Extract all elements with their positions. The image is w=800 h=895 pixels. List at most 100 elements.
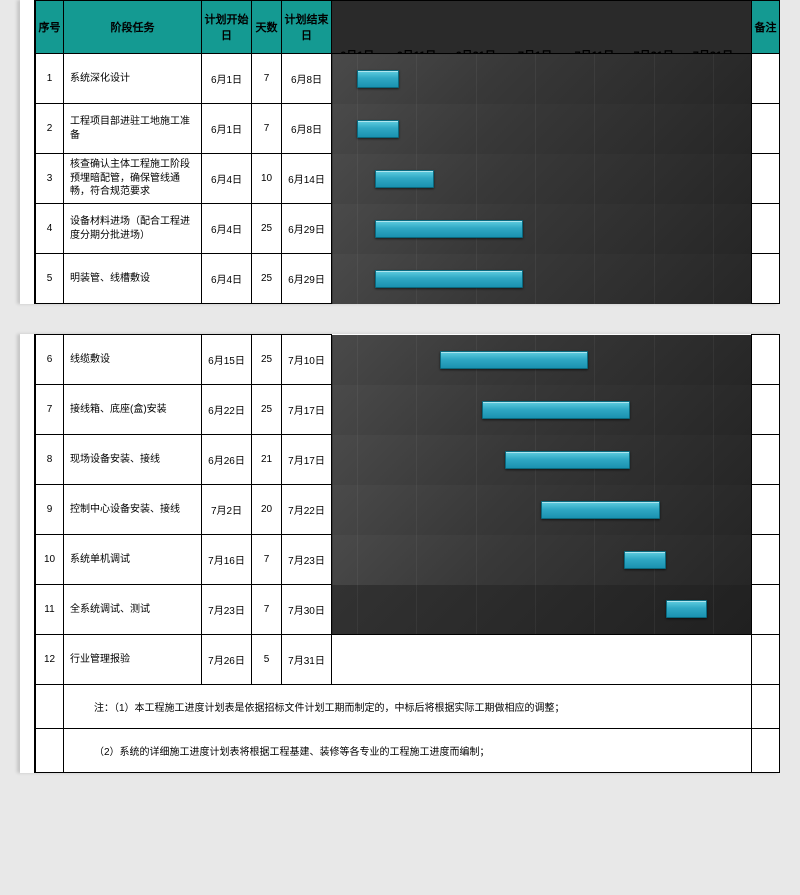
gantt-bar	[624, 551, 666, 569]
cell-days: 25	[252, 385, 282, 435]
cell-gantt	[332, 154, 752, 204]
table-row: 5明装管、线槽敷设6月4日256月29日	[36, 254, 780, 304]
footnote-text: 注：（1）本工程施工进度计划表是依据招标文件计划工期而制定的，中标后将根据实际工…	[64, 685, 752, 729]
table-row: 3核查确认主体工程施工阶段预埋暗配管，确保管线通畅，符合规范要求6月4日106月…	[36, 154, 780, 204]
cell-note	[752, 385, 780, 435]
cell-task: 行业管理报验	[64, 635, 202, 685]
cell-note	[752, 585, 780, 635]
cell-task: 线缆敷设	[64, 335, 202, 385]
cell-gantt	[332, 335, 752, 385]
cell-idx: 10	[36, 535, 64, 585]
cell-note	[752, 335, 780, 385]
cell-end: 6月8日	[282, 54, 332, 104]
gantt-body-2: 6线缆敷设6月15日257月10日7接线箱、底座(盒)安装6月22日257月17…	[36, 335, 780, 773]
gantt-bar	[541, 501, 660, 519]
table-row: 7接线箱、底座(盒)安装6月22日257月17日	[36, 385, 780, 435]
cell-idx: 4	[36, 204, 64, 254]
cell-days: 7	[252, 535, 282, 585]
footnote-empty	[36, 685, 64, 729]
cell-days: 20	[252, 485, 282, 535]
cell-start: 7月23日	[202, 585, 252, 635]
page-2: 6线缆敷设6月15日257月10日7接线箱、底座(盒)安装6月22日257月17…	[20, 334, 780, 773]
cell-end: 7月10日	[282, 335, 332, 385]
cell-end: 6月14日	[282, 154, 332, 204]
cell-end: 6月29日	[282, 204, 332, 254]
cell-start: 6月4日	[202, 254, 252, 304]
cell-gantt	[332, 104, 752, 154]
cell-idx: 12	[36, 635, 64, 685]
gantt-bar	[357, 70, 399, 88]
cell-idx: 6	[36, 335, 64, 385]
cell-days: 7	[252, 585, 282, 635]
cell-note	[752, 54, 780, 104]
header-row: 序号 阶段任务 计划开始日 天数 计划结束日 6月1日6月11日6月21日7月1…	[36, 1, 780, 54]
table-row: 8现场设备安装、接线6月26日217月17日	[36, 435, 780, 485]
table-row: 1系统深化设计6月1日76月8日	[36, 54, 780, 104]
footnote-empty	[752, 685, 780, 729]
cell-idx: 7	[36, 385, 64, 435]
footnote-empty	[36, 729, 64, 773]
hdr-end: 计划结束日	[282, 1, 332, 54]
cell-days: 25	[252, 335, 282, 385]
cell-task: 工程项目部进驻工地施工准备	[64, 104, 202, 154]
cell-end: 7月17日	[282, 385, 332, 435]
table-row: 10系统单机调试7月16日77月23日	[36, 535, 780, 585]
gantt-bar	[482, 401, 630, 419]
cell-note	[752, 535, 780, 585]
cell-days: 25	[252, 204, 282, 254]
gantt-table-2: 6线缆敷设6月15日257月10日7接线箱、底座(盒)安装6月22日257月17…	[35, 334, 780, 773]
cell-days: 21	[252, 435, 282, 485]
cell-note	[752, 104, 780, 154]
cell-task: 控制中心设备安装、接线	[64, 485, 202, 535]
table-row: 9控制中心设备安装、接线7月2日207月22日	[36, 485, 780, 535]
cell-end: 7月30日	[282, 585, 332, 635]
cell-start: 6月4日	[202, 154, 252, 204]
gantt-bar	[440, 351, 588, 369]
cell-idx: 2	[36, 104, 64, 154]
cell-gantt	[332, 385, 752, 435]
cell-gantt	[332, 535, 752, 585]
footnote-empty	[752, 729, 780, 773]
cell-days: 10	[252, 154, 282, 204]
cell-idx: 5	[36, 254, 64, 304]
cell-gantt	[332, 435, 752, 485]
gantt-bar	[357, 120, 399, 138]
cell-start: 7月2日	[202, 485, 252, 535]
cell-gantt	[332, 585, 752, 635]
cell-start: 6月1日	[202, 104, 252, 154]
table-row: 2工程项目部进驻工地施工准备6月1日76月8日	[36, 104, 780, 154]
cell-task: 接线箱、底座(盒)安装	[64, 385, 202, 435]
cell-start: 7月16日	[202, 535, 252, 585]
cell-end: 7月22日	[282, 485, 332, 535]
cell-task: 明装管、线槽敷设	[64, 254, 202, 304]
cell-start: 6月15日	[202, 335, 252, 385]
cell-task: 现场设备安装、接线	[64, 435, 202, 485]
cell-task: 系统单机调试	[64, 535, 202, 585]
page-1: 序号 阶段任务 计划开始日 天数 计划结束日 6月1日6月11日6月21日7月1…	[20, 0, 780, 304]
cell-idx: 11	[36, 585, 64, 635]
table-row: 12行业管理报验7月26日57月31日	[36, 635, 780, 685]
cell-start: 6月4日	[202, 204, 252, 254]
cell-idx: 1	[36, 54, 64, 104]
cell-end: 6月29日	[282, 254, 332, 304]
cell-gantt	[332, 635, 752, 685]
hdr-gantt-timeline: 6月1日6月11日6月21日7月1日7月11日7月21日7月31日	[332, 1, 752, 54]
footnote-text: （2）系统的详细施工进度计划表将根据工程基建、装修等各专业的工程施工进度而编制；	[64, 729, 752, 773]
cell-note	[752, 635, 780, 685]
cell-end: 7月17日	[282, 435, 332, 485]
cell-note	[752, 254, 780, 304]
table-row: 4设备材料进场（配合工程进度分期分批进场）6月4日256月29日	[36, 204, 780, 254]
gantt-bar	[375, 220, 523, 238]
cell-note	[752, 204, 780, 254]
cell-task: 核查确认主体工程施工阶段预埋暗配管，确保管线通畅，符合规范要求	[64, 154, 202, 204]
cell-task: 系统深化设计	[64, 54, 202, 104]
cell-idx: 9	[36, 485, 64, 535]
gantt-table-1: 序号 阶段任务 计划开始日 天数 计划结束日 6月1日6月11日6月21日7月1…	[35, 0, 780, 304]
cell-start: 6月22日	[202, 385, 252, 435]
cell-days: 7	[252, 54, 282, 104]
gantt-body-1: 1系统深化设计6月1日76月8日2工程项目部进驻工地施工准备6月1日76月8日3…	[36, 54, 780, 304]
cell-note	[752, 485, 780, 535]
cell-note	[752, 154, 780, 204]
cell-end: 6月8日	[282, 104, 332, 154]
table-row: 11全系统调试、测试7月23日77月30日	[36, 585, 780, 635]
